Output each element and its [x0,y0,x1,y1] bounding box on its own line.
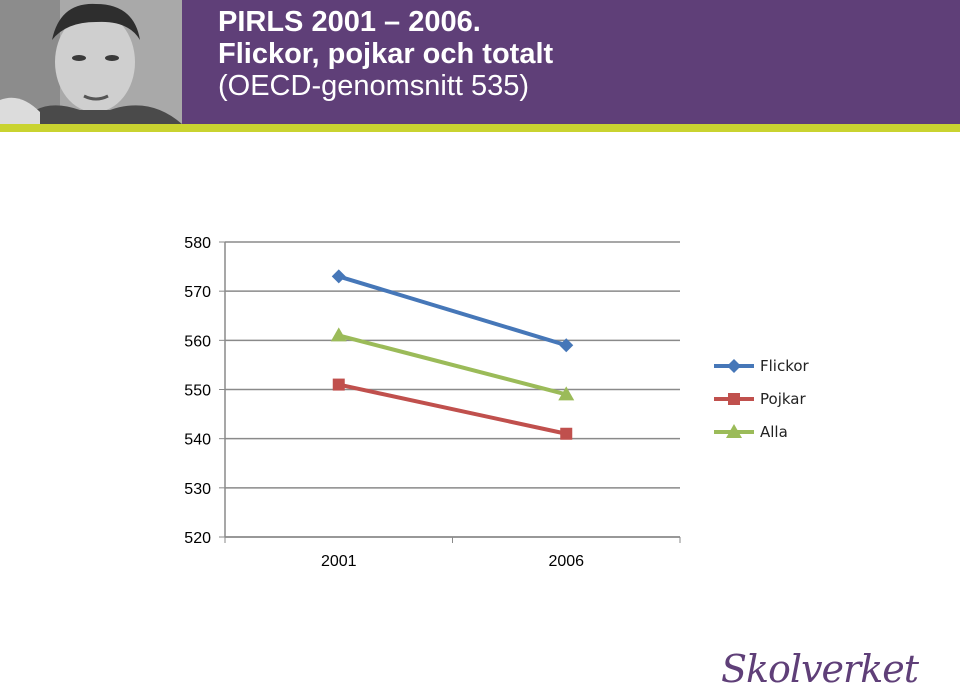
legend-entry-pojkar: Pojkar [714,390,806,408]
gridlines [225,241,680,538]
title-line-1: PIRLS 2001 – 2006. [218,6,481,38]
legend-label-pojkar: Pojkar [760,390,806,408]
slide-title: PIRLS 2001 – 2006. Flickor, pojkar och t… [218,6,553,102]
point-flickor-2001 [331,269,346,284]
title-line-3: (OECD-genomsnitt 535) [218,70,530,102]
y-tick-label-530: 530 [184,481,211,498]
point-alla-2006 [558,386,575,401]
y-tick-label-570: 570 [184,284,211,301]
y-tick-label-580: 580 [184,235,211,252]
legend-marker-flickor [727,359,741,373]
point-pojkar-2001 [332,378,345,391]
legend: Flickor Pojkar Alla [714,357,810,441]
legend-entry-flickor: Flickor [714,357,810,375]
series-lines [330,269,575,440]
axes: 520 530 540 550 560 570 580 2001 2006 [184,235,681,570]
legend-entry-alla: Alla [714,423,788,441]
point-pojkar-2006 [560,427,573,440]
header-photo [0,0,182,124]
title-line-2: Flickor, pojkar och totalt [218,38,554,70]
y-tick-label-560: 560 [184,333,211,350]
y-tick-label-540: 540 [184,432,211,449]
series-line-alla [338,333,567,397]
point-flickor-2006 [559,338,574,353]
legend-label-flickor: Flickor [760,357,810,375]
legend-label-alla: Alla [760,423,788,441]
x-tick-label-2001: 2001 [321,553,357,570]
y-tick-label-550: 550 [184,383,211,400]
x-tick-label-2006: 2006 [548,553,584,570]
y-tick-label-520: 520 [184,530,211,547]
series-line-pojkar [338,382,567,436]
header-accent-stripe [0,124,960,132]
legend-marker-pojkar [728,393,740,405]
series-line-flickor [338,274,567,348]
legend-marker-alla [726,424,742,438]
skolverket-logo: Skolverket [721,647,919,691]
point-alla-2001 [330,327,347,342]
portrait-image [0,0,182,124]
